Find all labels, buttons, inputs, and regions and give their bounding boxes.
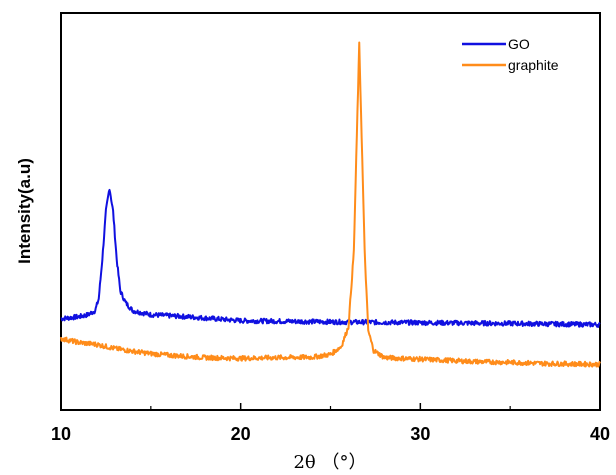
- legend-label: graphite: [508, 57, 559, 73]
- x-tick-label: 10: [51, 424, 71, 444]
- series-group: [60, 41, 601, 368]
- x-ticks: 10 20 30 40: [51, 403, 610, 444]
- series-line-go: [60, 188, 601, 328]
- x-axis-title: 2θ （°）: [293, 452, 366, 473]
- legend: GO graphite: [462, 36, 559, 73]
- y-axis-title: Intensity(a.u): [15, 158, 34, 264]
- x-tick-label: 30: [410, 424, 430, 444]
- x-tick-label: 20: [231, 424, 251, 444]
- legend-label: GO: [508, 36, 530, 52]
- series-line-graphite: [60, 41, 601, 368]
- x-tick-label: 40: [590, 424, 610, 444]
